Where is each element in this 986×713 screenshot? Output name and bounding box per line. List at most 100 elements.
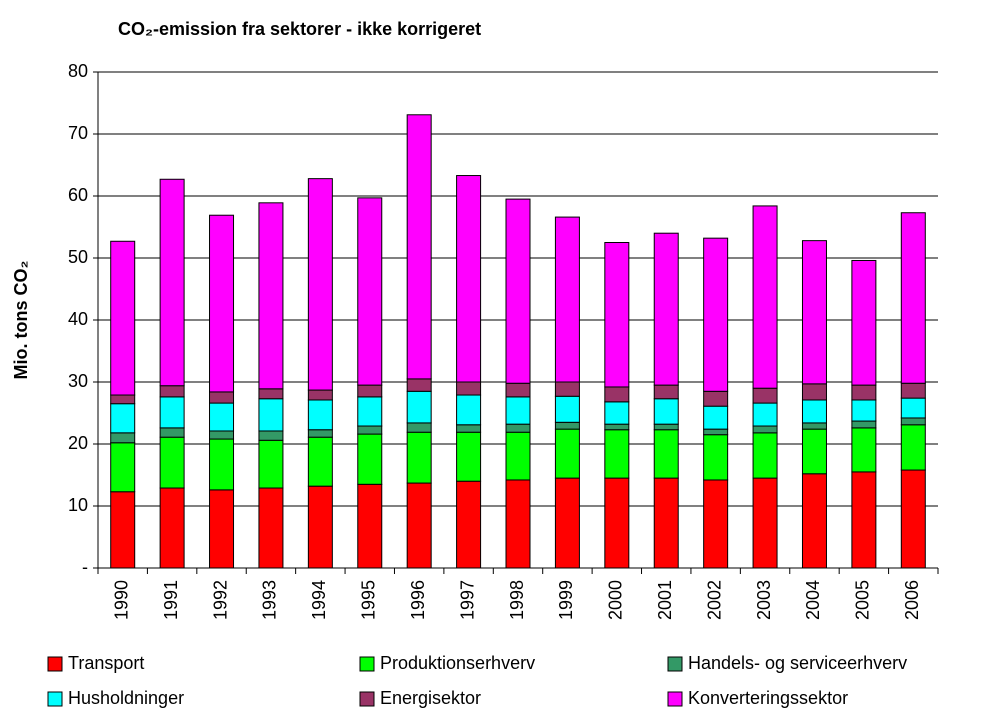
bar-segment: [604, 242, 630, 388]
legend-label: Energisektor: [380, 688, 481, 708]
bar-segment: [357, 197, 383, 386]
bar-segment: [505, 396, 531, 425]
bar-segment: [653, 423, 679, 431]
bar-segment: [258, 439, 284, 489]
bar-segment: [406, 378, 432, 392]
bar-segment: [752, 387, 778, 404]
bar-segment: [456, 381, 482, 396]
legend-swatch: [47, 691, 63, 707]
bar-segment: [307, 436, 333, 487]
x-tick-label: 2002: [704, 580, 724, 620]
x-tick-label: 1995: [359, 580, 379, 620]
legend-swatch: [359, 656, 375, 672]
bar-segment: [209, 438, 235, 491]
legend-label: Produktionserhverv: [380, 653, 535, 673]
bar-segment: [604, 423, 630, 431]
bar-segment: [653, 384, 679, 400]
bar-segment: [653, 232, 679, 386]
bar-segment: [554, 381, 580, 397]
bar-segment: [110, 442, 136, 493]
bar-segment: [159, 436, 185, 489]
chart-title: CO₂-emission fra sektorer - ikke korrige…: [118, 19, 481, 39]
bar-segment: [752, 477, 778, 569]
bar-segment: [752, 402, 778, 427]
bar-segment: [209, 489, 235, 569]
y-tick-label: 80: [68, 61, 88, 81]
x-tick-label: 1997: [457, 580, 477, 620]
bar-segment: [851, 384, 877, 401]
bar-segment: [110, 432, 136, 444]
bar-segment: [505, 423, 531, 433]
legend-label: Transport: [68, 653, 144, 673]
legend-swatch: [667, 656, 683, 672]
bar-segment: [357, 433, 383, 485]
bar-segment: [752, 205, 778, 389]
bar-segment: [357, 384, 383, 398]
bar-segment: [801, 422, 827, 430]
bar-segment: [851, 471, 877, 569]
bar-segment: [456, 424, 482, 433]
bar-segment: [900, 424, 926, 471]
x-tick-label: 1993: [260, 580, 280, 620]
x-tick-label: 2003: [754, 580, 774, 620]
bar-segment: [801, 383, 827, 401]
y-tick-label: 70: [68, 123, 88, 143]
bar-segment: [505, 431, 531, 481]
bar-segment: [110, 240, 136, 396]
bar-segment: [406, 390, 432, 424]
bar-segment: [258, 398, 284, 432]
bar-segment: [752, 432, 778, 479]
y-tick-label: 10: [68, 495, 88, 515]
y-tick-label: 30: [68, 371, 88, 391]
bar-segment: [406, 482, 432, 569]
bar-segment: [258, 487, 284, 569]
bar-segment: [505, 479, 531, 569]
legend-swatch: [359, 691, 375, 707]
bar-segment: [801, 428, 827, 475]
bar-segment: [554, 216, 580, 383]
bar-segment: [703, 479, 729, 569]
bar-segment: [554, 421, 580, 430]
bar-segment: [653, 429, 679, 479]
bar-segment: [307, 389, 333, 401]
bar-segment: [752, 425, 778, 434]
y-tick-label: 50: [68, 247, 88, 267]
x-tick-label: 2001: [655, 580, 675, 620]
bar-segment: [900, 382, 926, 399]
bar-segment: [505, 382, 531, 398]
bar-segment: [307, 485, 333, 569]
bar-segment: [703, 237, 729, 392]
bar-segment: [456, 175, 482, 383]
legend-label: Konverteringssektor: [688, 688, 848, 708]
bar-segment: [900, 417, 926, 426]
bar-segment: [900, 397, 926, 419]
y-tick-label: 20: [68, 433, 88, 453]
bar-segment: [900, 469, 926, 569]
bar-segment: [406, 422, 432, 433]
x-tick-label: 1994: [309, 580, 329, 620]
x-tick-label: 1999: [556, 580, 576, 620]
bar-segment: [653, 477, 679, 569]
bar-segment: [159, 396, 185, 429]
bar-segment: [357, 483, 383, 569]
bar-segment: [851, 399, 877, 422]
bar-segment: [209, 391, 235, 404]
x-tick-label: 1992: [210, 580, 230, 620]
x-tick-label: 2000: [606, 580, 626, 620]
bar-segment: [801, 473, 827, 569]
bar-segment: [703, 390, 729, 407]
bar-segment: [110, 491, 136, 569]
x-tick-label: 2006: [902, 580, 922, 620]
bar-segment: [209, 430, 235, 440]
bar-segment: [406, 431, 432, 484]
bar-segment: [110, 403, 136, 434]
bar-segment: [159, 385, 185, 398]
bar-segment: [307, 399, 333, 431]
bar-segment: [505, 198, 531, 384]
bar-segment: [703, 405, 729, 430]
bar-segment: [406, 114, 432, 380]
bar-segment: [604, 429, 630, 479]
bar-segment: [357, 425, 383, 435]
y-tick-label: 40: [68, 309, 88, 329]
